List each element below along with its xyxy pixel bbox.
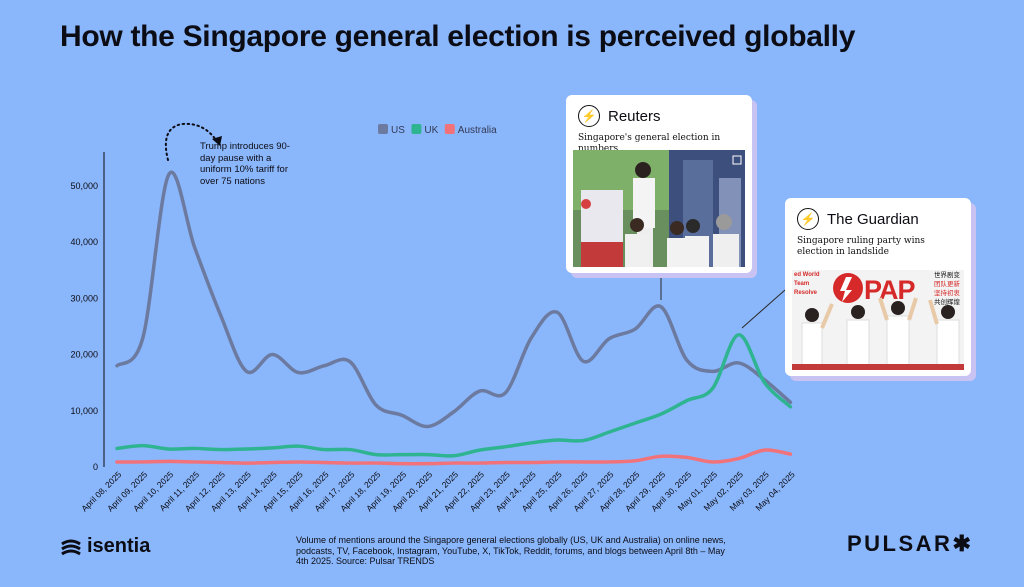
news-photo	[573, 150, 745, 267]
source-note: Volume of mentions around the Singapore …	[296, 535, 726, 566]
guardian-connector	[741, 289, 786, 329]
isentia-mark-icon	[61, 539, 81, 555]
svg-text:团队更新: 团队更新	[934, 279, 961, 288]
svg-text:PAP: PAP	[864, 275, 916, 305]
svg-text:ed World: ed World	[794, 272, 820, 278]
guardian-card[interactable]: ⚡ The Guardian Singapore ruling party wi…	[785, 198, 971, 376]
reuters-card[interactable]: ⚡ Reuters Singapore's general election i…	[566, 95, 752, 273]
card-publisher: The Guardian	[827, 210, 919, 228]
svg-text:共创辉煌: 共创辉煌	[934, 297, 961, 306]
page-title: How the Singapore general election is pe…	[60, 20, 856, 53]
series-line-australia	[115, 448, 793, 466]
legend-label: Australia	[458, 125, 497, 136]
legend-label: UK	[424, 125, 438, 136]
y-tick-label: 0	[93, 462, 98, 472]
card-headline: Singapore's general election in numbers	[578, 133, 721, 154]
annotation-arrow	[164, 122, 219, 161]
card-publisher: Reuters	[608, 107, 661, 125]
svg-text:世界剧变: 世界剧变	[934, 270, 961, 279]
svg-text:Team: Team	[794, 281, 809, 287]
series-line-uk	[115, 333, 793, 458]
svg-text:坚持初衷: 坚持初衷	[934, 288, 961, 297]
y-tick-label: 30,000	[70, 293, 98, 303]
arrow-head-icon	[212, 136, 222, 146]
lightning-icon: ⚡	[797, 208, 819, 230]
isentia-wordmark: isentia	[87, 535, 151, 557]
lightning-icon: ⚡	[578, 105, 600, 127]
series-line-us	[115, 170, 793, 429]
svg-text:Resolve: Resolve	[794, 290, 818, 296]
chart-annotation: Trump introduces 90-day pause with a uni…	[200, 141, 290, 187]
isentia-logo: isentia	[60, 535, 150, 558]
y-tick-label: 40,000	[70, 237, 98, 247]
legend-swatch	[411, 124, 422, 134]
news-photo: ed World Team Resolve PAP 世界剧变 团队更新 坚持初衷…	[792, 270, 964, 370]
card-headline: Singapore ruling party wins election in …	[797, 236, 925, 257]
y-tick-label: 10,000	[70, 406, 98, 416]
legend-label: US	[391, 125, 405, 136]
pulsar-logo: PULSAR✱	[847, 531, 974, 556]
y-tick-label: 50,000	[70, 181, 98, 191]
legend-swatch	[444, 124, 455, 134]
legend-swatch	[378, 124, 388, 134]
y-tick-label: 20,000	[70, 350, 98, 360]
